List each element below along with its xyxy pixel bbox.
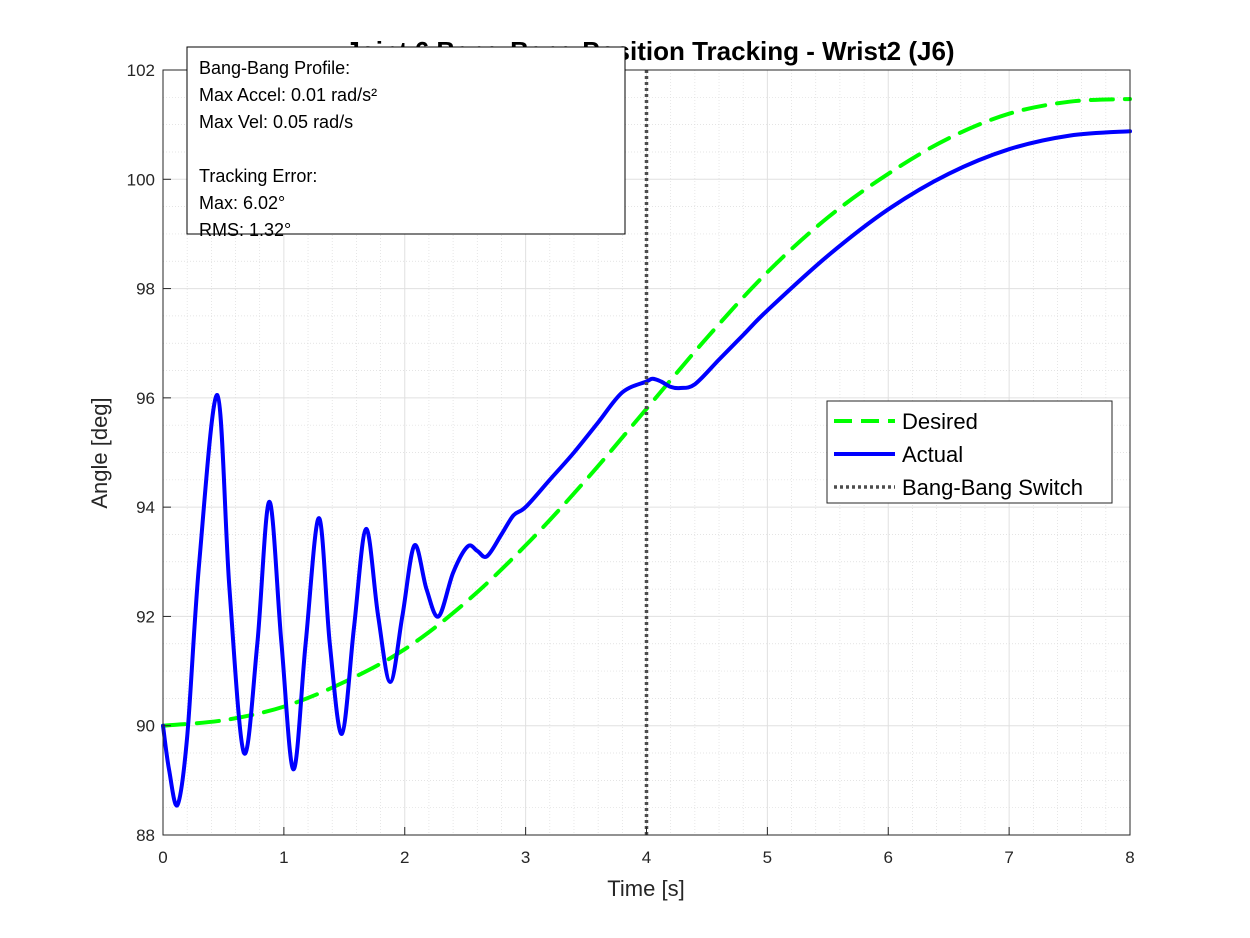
annotation-line: Max Vel: 0.05 rad/s <box>199 112 353 132</box>
annotation-line: Max: 6.02° <box>199 193 285 213</box>
x-tick-label: 8 <box>1125 848 1134 867</box>
x-axis-ticks: 0 1 2 3 4 5 6 7 8 <box>158 827 1135 867</box>
x-tick-label: 3 <box>521 848 530 867</box>
annotation-lines: Bang-Bang Profile: Max Accel: 0.01 rad/s²… <box>199 58 377 240</box>
y-tick-label: 94 <box>136 498 155 517</box>
legend-entries: Desired Actual Bang-Bang Switch <box>834 409 1083 500</box>
annotation-line: Bang-Bang Profile: <box>199 58 350 78</box>
annotation-line: RMS: 1.32° <box>199 220 291 240</box>
annotation-line: Max Accel: 0.01 rad/s² <box>199 85 377 105</box>
x-tick-label: 0 <box>158 848 167 867</box>
y-tick-label: 92 <box>136 607 155 626</box>
annotation-line: Tracking Error: <box>199 166 317 186</box>
x-tick-label: 7 <box>1004 848 1013 867</box>
legend-label: Bang-Bang Switch <box>902 475 1083 500</box>
legend-label: Actual <box>902 442 963 467</box>
y-axis-ticks: 88 90 92 94 96 98 100 102 <box>127 61 171 845</box>
series-layer <box>161 70 1132 835</box>
y-tick-label: 102 <box>127 61 155 80</box>
y-tick-label: 90 <box>136 717 155 736</box>
x-tick-label: 2 <box>400 848 409 867</box>
annotation-box: Bang-Bang Profile: Max Accel: 0.01 rad/s²… <box>186 46 626 240</box>
y-tick-label: 100 <box>127 170 155 189</box>
x-tick-label: 5 <box>763 848 772 867</box>
y-tick-label: 96 <box>136 389 155 408</box>
y-axis-label: Angle [deg] <box>87 397 112 508</box>
annotation-border <box>186 46 626 235</box>
legend: Desired Actual Bang-Bang Switch <box>826 400 1113 504</box>
x-tick-label: 4 <box>642 848 651 867</box>
x-axis-label: Time [s] <box>607 876 684 901</box>
series-line-actual <box>161 129 1132 808</box>
x-tick-label: 6 <box>884 848 893 867</box>
x-tick-label: 1 <box>279 848 288 867</box>
legend-label: Desired <box>902 409 978 434</box>
y-tick-label: 88 <box>136 826 155 845</box>
y-tick-label: 98 <box>136 280 155 299</box>
